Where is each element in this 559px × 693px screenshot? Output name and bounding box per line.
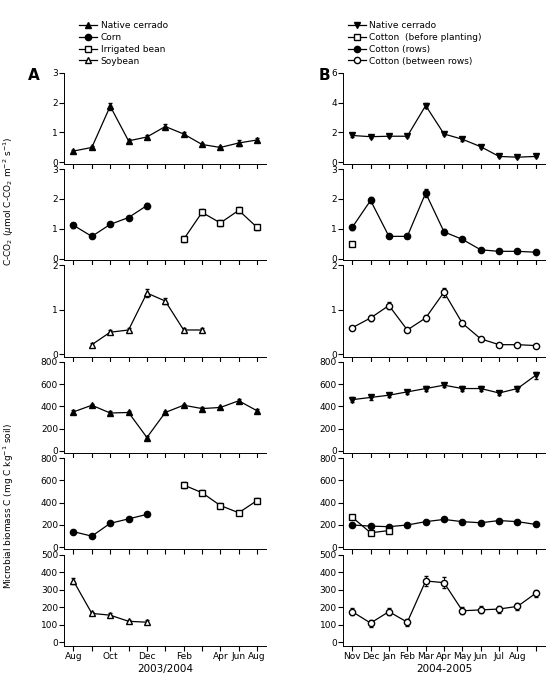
X-axis label: 2004-2005: 2004-2005 — [416, 664, 472, 674]
Legend: Native cerrado, Cotton  (before planting), Cotton (rows), Cotton (between rows): Native cerrado, Cotton (before planting)… — [348, 21, 482, 66]
Text: A: A — [28, 68, 40, 83]
Text: C-CO$_2$ ($\mu$mol C-CO$_2$ m$^{-2}$ s$^{-1}$): C-CO$_2$ ($\mu$mol C-CO$_2$ m$^{-2}$ s$^… — [1, 137, 16, 265]
Text: B: B — [319, 68, 330, 83]
Text: Microbial biomass C (mg C kg$^{-1}$ soil): Microbial biomass C (mg C kg$^{-1}$ soil… — [1, 423, 16, 589]
X-axis label: 2003/2004: 2003/2004 — [138, 664, 193, 674]
Legend: Native cerrado, Corn, Irrigated bean, Soybean: Native cerrado, Corn, Irrigated bean, So… — [79, 21, 168, 66]
